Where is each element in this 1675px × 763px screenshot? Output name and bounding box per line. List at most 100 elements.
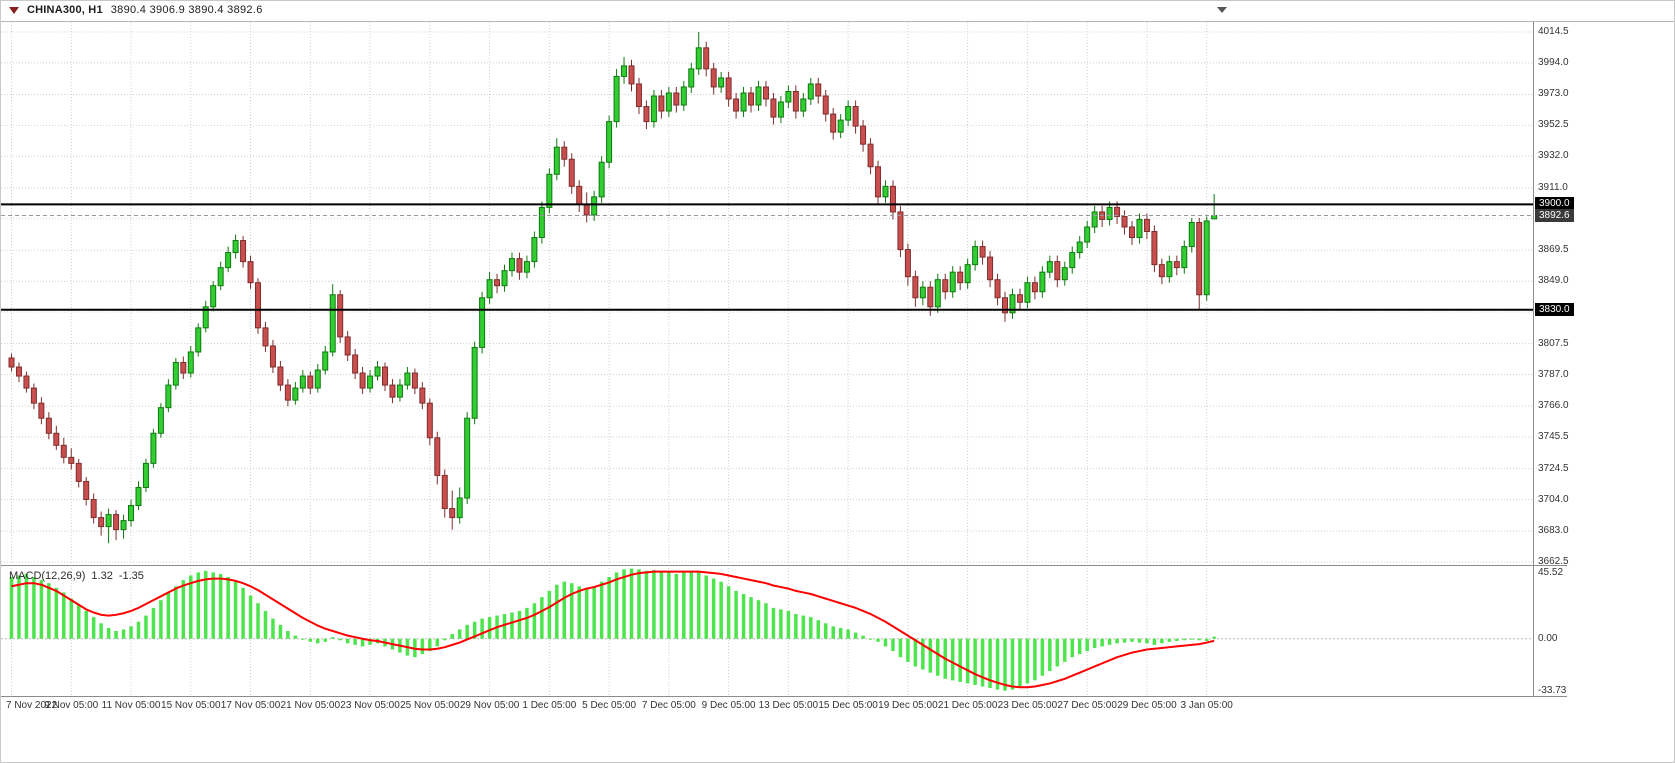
candle: [419, 382, 426, 410]
candle: [643, 100, 650, 130]
candle: [30, 383, 37, 410]
candle: [934, 273, 941, 313]
macd-main-value: 1.32: [91, 570, 113, 582]
candle: [942, 273, 949, 300]
candle: [202, 300, 209, 333]
candle: [979, 240, 986, 265]
candle: [762, 80, 769, 107]
price-tick-label: 4014.5: [1538, 26, 1569, 37]
candle: [1016, 288, 1023, 310]
candle: [247, 255, 254, 289]
candle: [322, 345, 329, 375]
candle: [359, 367, 366, 395]
candle: [695, 32, 702, 75]
time-label: 3 Jan 05:00: [1180, 700, 1233, 711]
macd-signal-line: [11, 570, 1215, 689]
candle: [688, 62, 695, 93]
chart-shift-marker-icon: [1217, 7, 1227, 13]
time-label: 25 Nov 05:00: [400, 700, 460, 711]
candle: [456, 487, 463, 524]
time-label: 11 Nov 05:00: [101, 700, 161, 711]
candle: [1136, 213, 1143, 244]
candle: [90, 493, 97, 524]
candle: [949, 266, 956, 298]
candle: [912, 270, 919, 307]
candle: [329, 284, 336, 357]
candle: [195, 323, 202, 357]
candle: [113, 510, 120, 541]
candle: [128, 499, 135, 527]
candle: [1151, 225, 1158, 273]
hline-price-badge-upper: 3900.0: [1535, 197, 1574, 211]
symbol-timeframe-label: CHINA300, H1: [27, 4, 103, 16]
candle: [815, 77, 822, 104]
time-label: 21 Dec 05:00: [937, 700, 998, 711]
time-label: 23 Dec 05:00: [997, 700, 1058, 711]
candles: [8, 32, 1218, 544]
ohlc-values: 3890.4 3906.9 3890.4 3892.6: [110, 4, 263, 16]
candle: [83, 476, 90, 506]
candle: [748, 86, 755, 113]
candle: [389, 379, 396, 404]
time-label: 15 Dec 05:00: [818, 700, 878, 711]
candle: [486, 272, 493, 304]
candle: [255, 278, 262, 334]
time-label: 1 Dec 05:00: [522, 700, 577, 711]
time-label: 17 Nov 05:00: [220, 700, 281, 711]
chart-header: CHINA300, H1 3890.4 3906.9 3890.4 3892.6: [9, 4, 263, 16]
price-tick-label: 3911.0: [1538, 181, 1568, 193]
candle: [1024, 276, 1031, 309]
candle: [352, 348, 359, 380]
candle: [404, 367, 411, 390]
candle: [852, 100, 859, 134]
candle: [882, 180, 889, 203]
candle: [1099, 205, 1106, 227]
candle: [15, 362, 22, 383]
candle: [591, 190, 598, 221]
price-tick-label: 3973.0: [1538, 88, 1569, 100]
time-label: 7 Dec 05:00: [641, 700, 696, 711]
candle: [1076, 236, 1083, 259]
candle: [561, 141, 568, 167]
candle: [994, 273, 1001, 306]
candle: [135, 481, 142, 511]
price-tick-label: 3869.5: [1538, 244, 1569, 256]
candle: [262, 321, 269, 352]
candle: [98, 511, 105, 536]
candle: [725, 71, 732, 107]
time-label: 5 Dec 05:00: [582, 700, 637, 711]
price-tick-label: 3662.5: [1538, 556, 1569, 567]
candle: [1143, 213, 1150, 240]
candle: [523, 255, 530, 279]
candle: [755, 80, 762, 112]
candle: [673, 86, 680, 113]
candle: [45, 412, 52, 440]
candle: [396, 379, 403, 402]
candle: [665, 86, 672, 118]
candle: [875, 160, 882, 205]
candle: [142, 458, 149, 492]
candle: [613, 68, 620, 128]
one-click-trading-arrow-icon[interactable]: [9, 6, 19, 14]
candle: [165, 379, 172, 413]
candle: [187, 345, 194, 378]
candle: [830, 108, 837, 140]
candle: [1106, 201, 1113, 226]
time-label: 19 Dec 05:00: [878, 700, 938, 711]
candle: [1061, 261, 1068, 286]
candle: [374, 360, 381, 381]
price-tick-label: 3807.5: [1538, 337, 1569, 349]
candle: [501, 264, 508, 292]
candle: [411, 368, 418, 395]
candle: [785, 85, 792, 109]
candle: [964, 258, 971, 289]
candle: [1196, 217, 1203, 310]
candle: [822, 89, 829, 122]
candle: [606, 115, 613, 169]
macd-signal-value: -1.35: [118, 570, 144, 582]
price-tick-label: 3745.5: [1538, 431, 1569, 443]
macd-indicator-label: MACD(12,26,9) 1.32 -1.35: [9, 570, 150, 582]
price-tick-label: 3704.0: [1538, 493, 1569, 505]
candle: [277, 360, 284, 392]
